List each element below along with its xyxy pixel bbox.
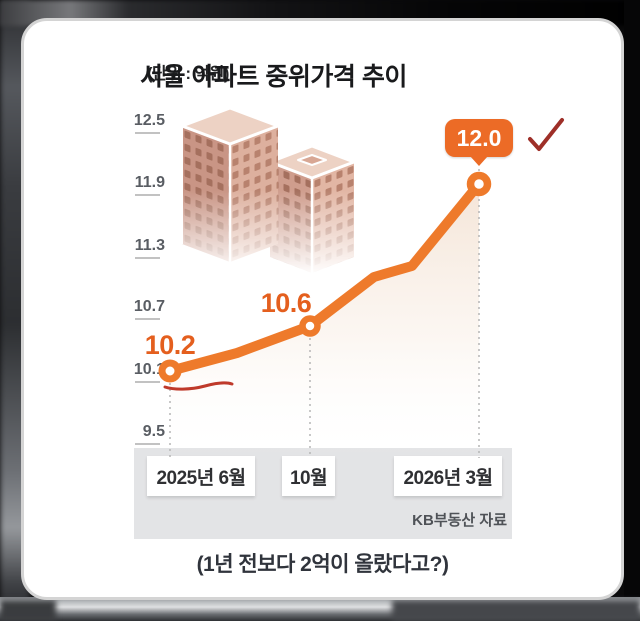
y-axis-label: 11.3	[134, 237, 165, 254]
caption: (1년 전보다 2억이 올랐다고?)	[196, 553, 449, 576]
x-axis-label-box-3: 2026년 3월	[394, 456, 502, 496]
trend-chart	[158, 118, 564, 458]
data-source-label: KB부동산 자료	[412, 512, 507, 529]
red-checkmark-icon	[528, 118, 564, 151]
chart-title-text: 서울 아파트 중위가격 추이	[140, 63, 407, 91]
x-axis-label: 2025년 6월	[156, 467, 246, 489]
chart-card: 서울 아파트 중위가격 추이 (단위 : 억원) 12.5 11.9 11.3 1…	[21, 18, 624, 600]
unit-label: (단위 : 억원)	[147, 65, 229, 83]
background-floor-shadow	[392, 600, 640, 621]
chart-title: 서울 아파트 중위가격 추이 (단위 : 억원)	[140, 57, 610, 91]
trend-line	[165, 179, 484, 376]
y-axis-label: 10.1	[133, 361, 165, 378]
x-axis-label: 10월	[289, 467, 328, 489]
data-point-2	[299, 315, 321, 337]
y-axis-tick	[135, 318, 160, 320]
background-floor-shadow-left	[0, 600, 56, 621]
y-axis-label: 10.7	[133, 298, 165, 315]
x-axis-label: 2026년 3월	[403, 467, 493, 489]
data-point-3	[466, 171, 492, 197]
point-label-2: 10.6	[260, 288, 312, 318]
point-label-1: 10.2	[144, 330, 196, 360]
y-axis-tick	[135, 443, 160, 445]
y-axis-tick	[135, 194, 160, 196]
y-axis-label: 9.5	[142, 423, 165, 440]
y-axis-tick	[135, 381, 160, 383]
y-axis-tick	[135, 132, 160, 134]
data-point-1	[158, 359, 182, 383]
apartment-buildings-icon	[180, 106, 356, 274]
callout-value: 12.0	[456, 124, 502, 151]
x-axis-label-box-2: 10월	[282, 456, 335, 496]
price-callout: 12.0	[445, 119, 513, 157]
x-axis-label-box-1: 2025년 6월	[147, 456, 255, 496]
y-axis-label: 12.5	[133, 112, 165, 129]
red-underline-annotation	[163, 381, 234, 391]
background-right-dark	[624, 0, 640, 621]
y-axis-label: 11.9	[134, 174, 165, 191]
y-axis-tick	[135, 257, 160, 259]
